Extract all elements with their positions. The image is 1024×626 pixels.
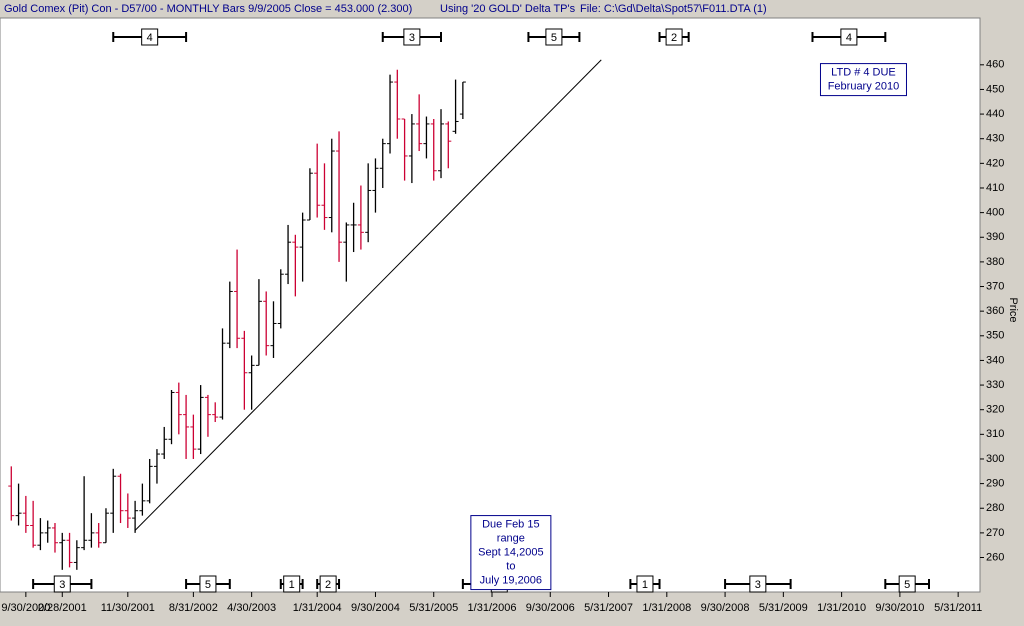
- x-tick-label: 9/30/2000: [1, 602, 50, 614]
- cycle-label: 3: [755, 579, 761, 591]
- cycle-box: [319, 575, 337, 593]
- y-tick-label: 350: [986, 330, 1004, 342]
- cycle-label: 5: [904, 579, 910, 591]
- y-tick-label: 390: [986, 231, 1004, 243]
- cycle-box: [665, 28, 683, 46]
- x-tick-label: 9/30/2006: [526, 602, 575, 614]
- x-tick-label: 9/30/2008: [701, 602, 750, 614]
- x-tick-label: 5/31/2007: [584, 602, 633, 614]
- y-tick-label: 400: [986, 207, 1004, 219]
- y-tick-label: 330: [986, 379, 1004, 391]
- y-tick-label: 460: [986, 59, 1004, 71]
- x-tick-label: 2/28/2001: [38, 602, 87, 614]
- y-tick-label: 310: [986, 428, 1004, 440]
- cycle-box: [199, 575, 217, 593]
- cycle-label: 5: [205, 579, 211, 591]
- x-tick-label: 5/31/2011: [934, 602, 982, 614]
- cycle-box: [141, 28, 159, 46]
- cycle-box: [403, 28, 421, 46]
- x-tick-label: 9/30/2004: [351, 602, 400, 614]
- y-tick-label: 260: [986, 551, 1004, 563]
- cycle-box: [636, 575, 654, 593]
- y-tick-label: 290: [986, 478, 1004, 490]
- y-tick-label: 320: [986, 404, 1004, 416]
- y-tick-label: 360: [986, 305, 1004, 317]
- cycle-label: 3: [409, 32, 415, 44]
- annotation-text: range: [497, 532, 525, 544]
- y-tick-label: 450: [986, 83, 1004, 95]
- cycle-box: [898, 575, 916, 593]
- cycle-label: 3: [59, 579, 65, 591]
- x-tick-label: 5/31/2005: [409, 602, 458, 614]
- annotation-text: July 19,2006: [480, 574, 542, 586]
- x-tick-label: 4/30/2003: [227, 602, 276, 614]
- x-tick-label: 5/31/2009: [759, 602, 808, 614]
- y-tick-label: 370: [986, 280, 1004, 292]
- cycle-label: 1: [289, 579, 295, 591]
- cycle-box: [283, 575, 301, 593]
- chart-subtitle: Using '20 GOLD' Delta TP's: [440, 3, 576, 15]
- x-tick-label: 1/31/2004: [293, 602, 342, 614]
- cycle-box: [840, 28, 858, 46]
- annotation-text: Sept 14,2005: [478, 546, 543, 558]
- x-tick-label: 11/30/2001: [101, 602, 155, 614]
- annotation-text: Due Feb 15: [482, 518, 539, 530]
- plot-area: [0, 17, 981, 593]
- cycle-label: 4: [147, 32, 153, 44]
- annotation-box: [470, 515, 552, 591]
- y-axis-label: Price: [1007, 297, 1019, 322]
- y-tick-label: 280: [986, 502, 1004, 514]
- cycle-label: 1: [642, 579, 648, 591]
- annotation-text: to: [506, 560, 515, 572]
- y-tick-label: 440: [986, 108, 1004, 120]
- y-tick-label: 340: [986, 354, 1004, 366]
- x-tick-label: 8/31/2002: [169, 602, 218, 614]
- annotation-text: LTD # 4 DUE: [831, 66, 896, 78]
- x-tick-label: 1/31/2010: [817, 602, 866, 614]
- cycle-label: 5: [551, 32, 557, 44]
- y-tick-label: 410: [986, 182, 1004, 194]
- cycle-label: 2: [325, 579, 331, 591]
- y-tick-label: 300: [986, 453, 1004, 465]
- x-tick-label: 1/31/2008: [642, 602, 691, 614]
- trend-line: [134, 59, 602, 531]
- y-tick-label: 430: [986, 133, 1004, 145]
- chart-title: Gold Comex (Pit) Con - D57/00 - MONTHLY …: [4, 3, 412, 15]
- cycle-box: [749, 575, 767, 593]
- file-label: File: C:\Gd\Delta\Spot57\F011.DTA (1): [580, 3, 767, 15]
- cycle-label: 2: [671, 32, 677, 44]
- annotation-text: February 2010: [828, 80, 900, 92]
- x-tick-label: 9/30/2010: [875, 602, 924, 614]
- cycle-box: [545, 28, 563, 46]
- y-tick-label: 270: [986, 527, 1004, 539]
- cycle-label: 4: [846, 32, 852, 44]
- x-tick-label: 1/31/2006: [468, 602, 517, 614]
- y-tick-label: 420: [986, 157, 1004, 169]
- y-tick-label: 380: [986, 256, 1004, 268]
- cycle-box: [53, 575, 71, 593]
- annotation-box: [819, 63, 907, 97]
